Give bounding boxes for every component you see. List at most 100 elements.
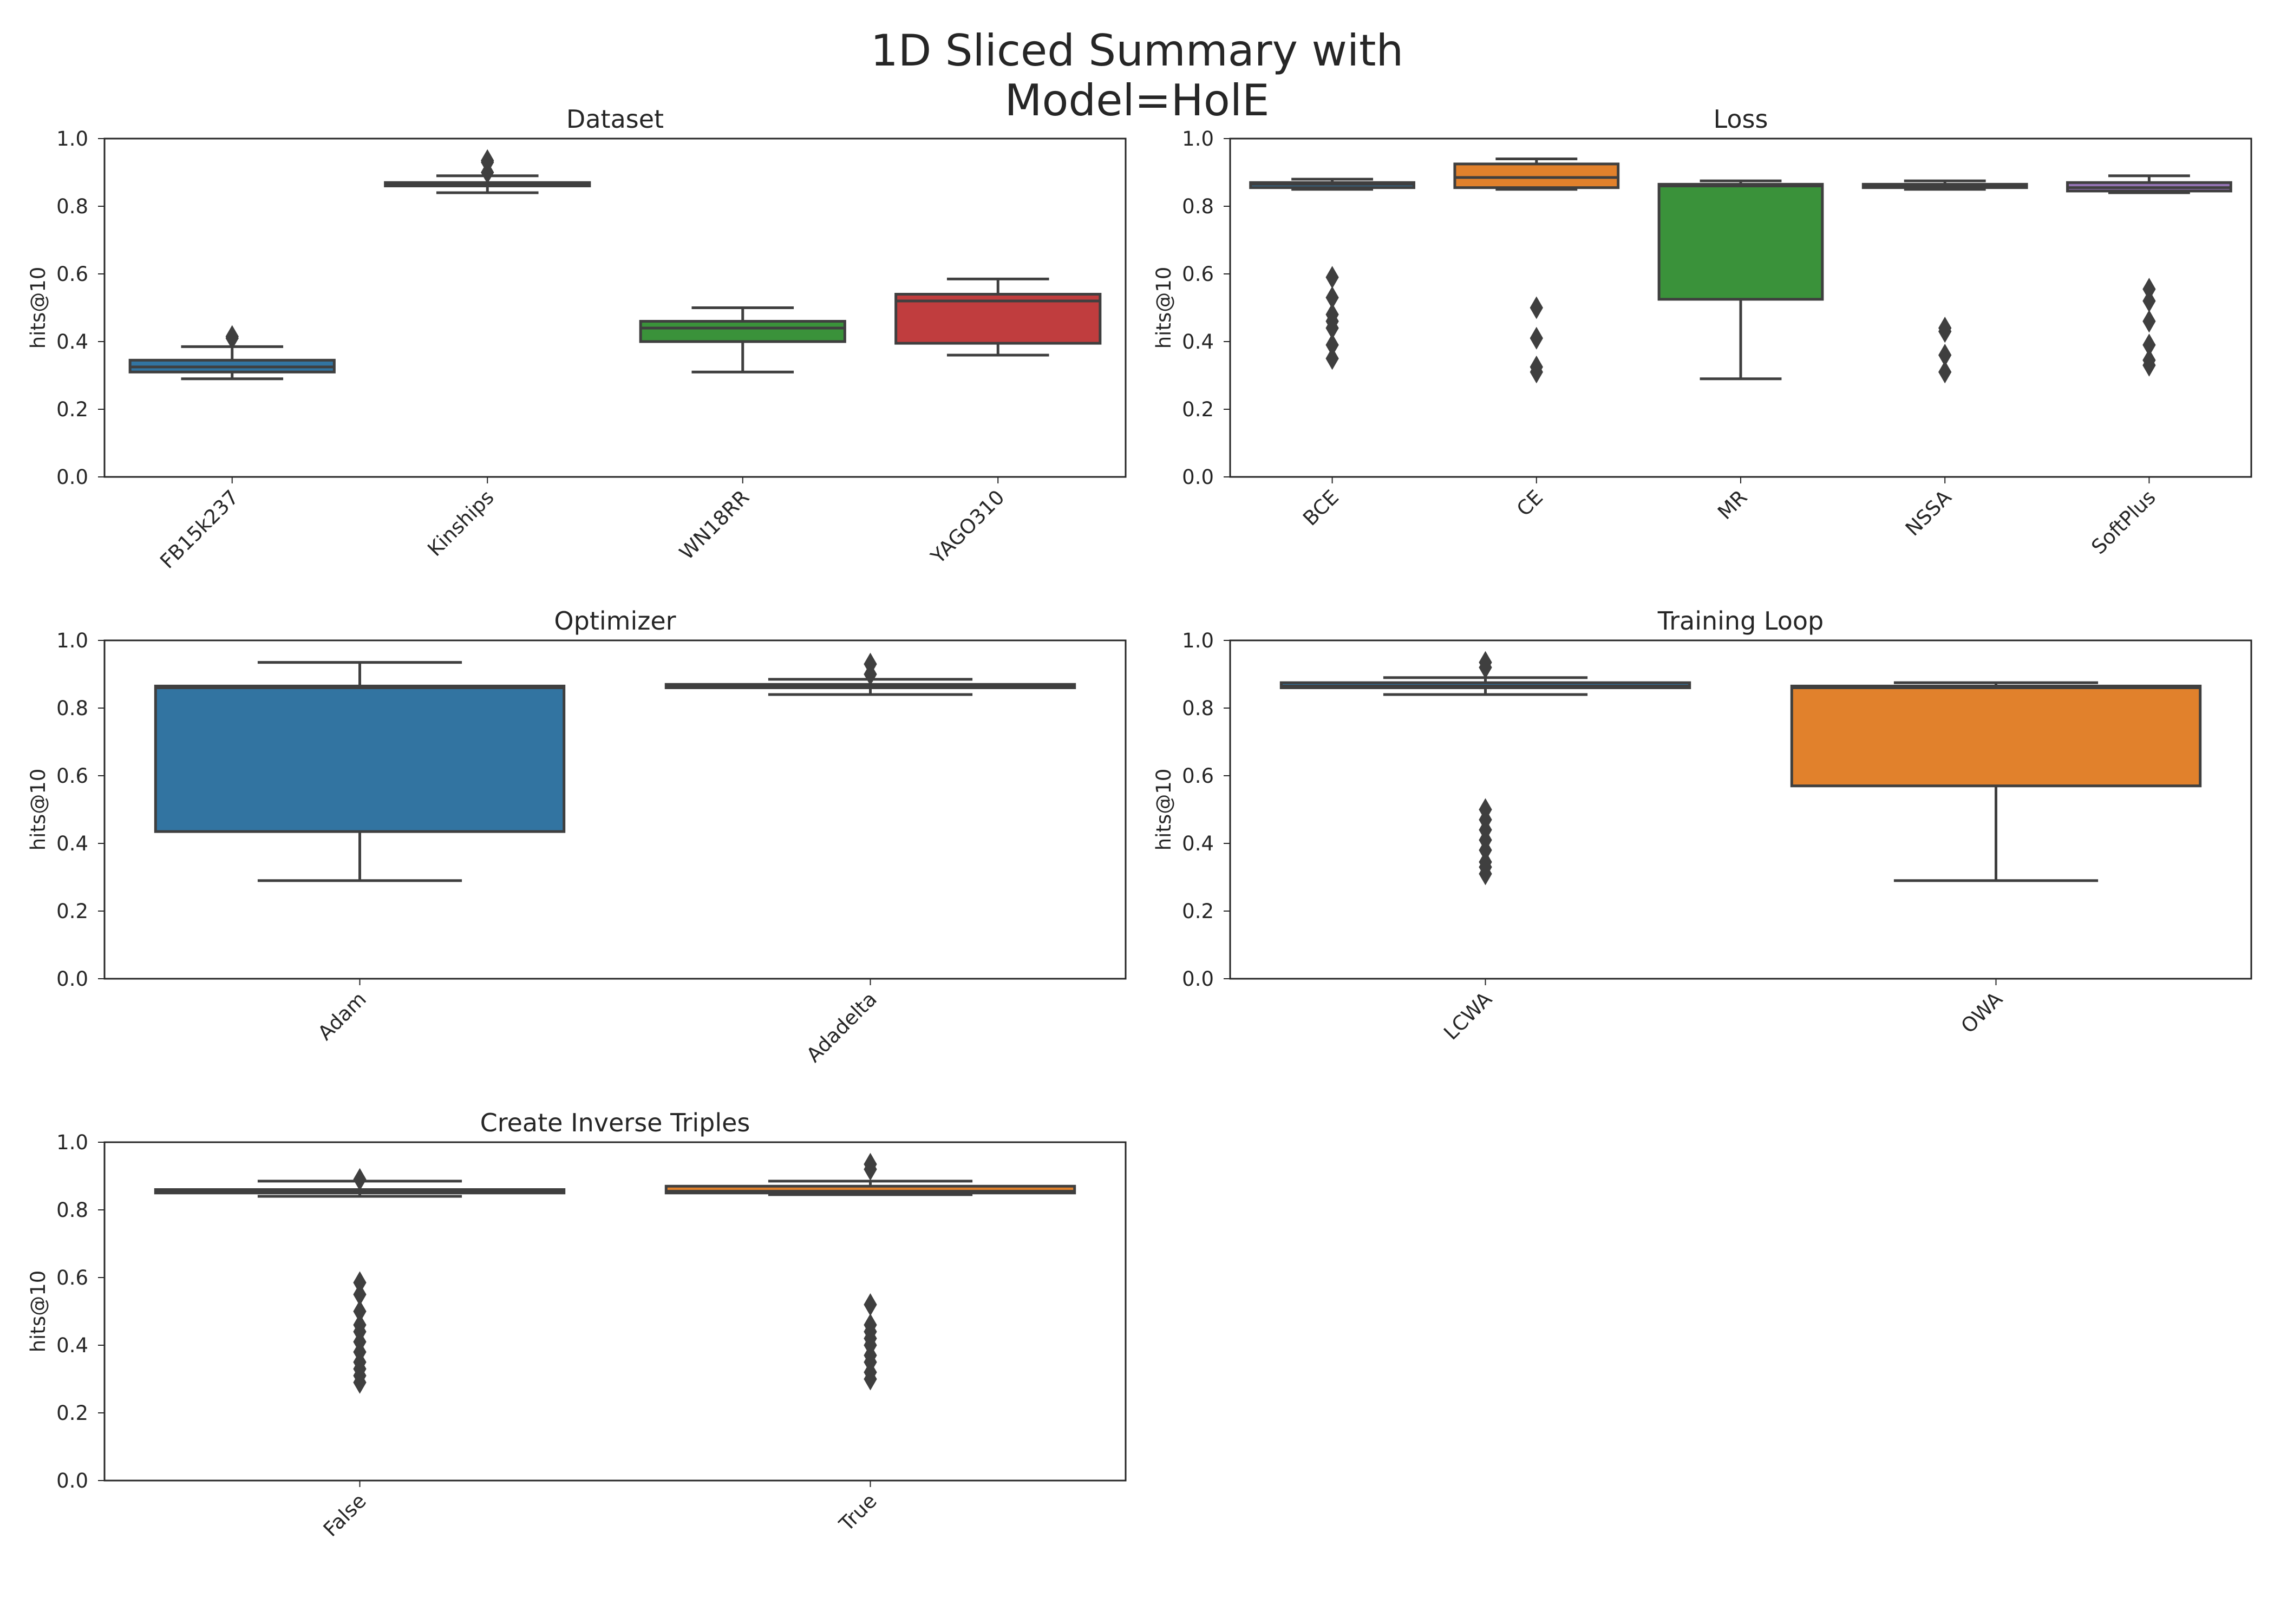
y-tick-label-training-loop: 0.8 [1182,697,1214,720]
box-body-wn18rr [639,320,846,343]
outlier-ce [1530,355,1543,378]
x-tick-label-owa: OWA [1957,987,2007,1038]
x-tick-label-bce: BCE [1298,486,1343,531]
box-loss-nssa [1861,179,2028,384]
y-tick-label-optimizer: 0.4 [56,832,88,855]
x-tick-label-lcwa: LCWA [1439,987,1497,1045]
y-tick-label-create-inverse-triples: 0.8 [56,1199,88,1222]
y-tick-label-dataset: 0.4 [56,330,88,353]
panel-title-dataset: Dataset [566,104,664,134]
box-training-loop-owa [1790,681,2202,882]
outlier-true [864,1313,877,1337]
panel-optimizer: Optimizer hits@10 0.0 0.2 0.4 0.6 0.8 1.0 Adam Ad… [27,606,1127,1067]
y-tick-label-create-inverse-triples: 0.6 [56,1266,88,1289]
x-tick-label-wn18rr: WN18RR [675,486,754,564]
y-axis-label-create-inverse-triples: hits@10 [27,1271,50,1353]
plot-frame-optimizer [103,639,1127,980]
outlier-bce [1325,333,1339,357]
y-tick-label-training-loop: 0.6 [1182,764,1214,788]
outlier-softplus [2142,333,2156,357]
y-tick-label-training-loop: 1.0 [1182,629,1214,652]
box-loss-ce [1453,158,1620,384]
outlier-softplus [2142,349,2156,372]
outlier-nssa [1938,317,1952,339]
box-body-mr [1657,182,1824,301]
box-loss-bce [1249,178,1415,370]
y-tick-label-loss: 0.2 [1182,398,1214,421]
box-dataset-fb15k237 [128,325,336,381]
panel-title-optimizer: Optimizer [554,606,676,636]
outlier-bce [1325,303,1339,326]
y-tick-label-loss: 0.0 [1182,466,1214,489]
figure-title-line-2: Model=HolE [1004,75,1270,126]
outlier-false [353,1313,367,1337]
y-tick-label-create-inverse-triples: 1.0 [56,1131,88,1154]
figure-title-line-1: 1D Sliced Summary with [870,25,1404,76]
y-tick-label-dataset: 0.2 [56,398,88,421]
y-tick-label-create-inverse-triples: 0.2 [56,1402,88,1425]
panel-title-training-loop: Training Loop [1657,606,1824,636]
outlier-lcwa [1479,850,1492,874]
y-tick-label-optimizer: 0.6 [56,764,88,788]
outlier-true [864,1152,877,1176]
x-tick-label-false: False [319,1489,371,1541]
y-tick-label-training-loop: 0.0 [1182,967,1214,991]
y-tick-label-dataset: 0.8 [56,195,88,218]
outlier-ce [1530,296,1543,319]
box-dataset-yago310 [894,277,1102,357]
x-tick-label-kinships: Kinships [423,486,498,561]
box-loss-softplus [2066,174,2232,377]
outlier-ce [1530,326,1543,350]
box-loss-mr [1657,179,1824,381]
box-optimizer-adam [154,661,566,882]
y-tick-label-dataset: 0.0 [56,466,88,489]
box-training-loop-lcwa [1279,651,1691,886]
outlier-adadelta [864,652,877,676]
panel-dataset: Dataset hits@10 0.0 0.2 0.4 0.6 0.8 1.0 FB15k237… [27,104,1127,573]
y-tick-label-training-loop: 0.4 [1182,832,1214,855]
outlier-bce [1325,266,1339,289]
outlier-softplus [2142,310,2156,333]
x-tick-label-softplus: SoftPlus [2087,486,2160,559]
outlier-false [353,1271,367,1294]
y-tick-label-loss: 0.8 [1182,195,1214,218]
x-tick-label-mr: MR [1713,486,1752,524]
box-optimizer-adadelta [664,652,1076,696]
outlier-false [353,1300,367,1323]
plot-frame-create-inverse-triples [103,1141,1127,1482]
outlier-nssa [1938,361,1952,384]
panel-title-loss: Loss [1714,104,1768,134]
panel-title-create-inverse-triples: Create Inverse Triples [480,1108,750,1137]
y-tick-label-training-loop: 0.2 [1182,900,1214,923]
x-tick-label-adam: Adam [313,987,371,1045]
y-tick-label-dataset: 0.6 [56,263,88,286]
outlier-false [353,1283,367,1306]
x-tick-label-adadelta: Adadelta [802,987,881,1067]
outlier-lcwa [1479,798,1492,821]
y-tick-label-loss: 1.0 [1182,127,1214,150]
x-tick-label-ce: CE [1512,486,1547,521]
y-tick-label-create-inverse-triples: 0.4 [56,1334,88,1357]
y-tick-label-loss: 0.4 [1182,330,1214,353]
outlier-true [864,1293,877,1316]
y-tick-label-optimizer: 0.0 [56,967,88,991]
y-tick-label-loss: 0.6 [1182,263,1214,286]
x-tick-label-true: True [834,1489,881,1536]
outlier-false [353,1168,367,1191]
panel-create-inverse-triples: Create Inverse Triples hits@10 0.0 0.2 0.4 0.… [27,1108,1127,1541]
outlier-bce [1325,286,1339,309]
plot-frame-loss [1229,137,2252,478]
box-body-adam [154,684,566,833]
outlier-bce [1325,347,1339,370]
y-axis-label-optimizer: hits@10 [27,769,50,851]
x-tick-label-nssa: NSSA [1901,486,1956,541]
outlier-softplus [2142,278,2156,301]
outlier-softplus [2142,290,2156,312]
plot-frame-training-loop [1229,639,2252,980]
y-axis-label-loss: hits@10 [1152,267,1175,349]
panel-training-loop: Training Loop hits@10 0.0 0.2 0.4 0.6 0.8 1.0 LC… [1152,606,2252,1045]
panel-loss: Loss hits@10 0.0 0.2 0.4 0.6 0.8 1.0 BCE CE MR NSSA… [1152,104,2252,559]
figure-title: 1D Sliced Summary with Model=HolE [0,26,2274,126]
box-body-owa [1790,684,2202,788]
y-axis-label-training-loop: hits@10 [1152,769,1175,851]
